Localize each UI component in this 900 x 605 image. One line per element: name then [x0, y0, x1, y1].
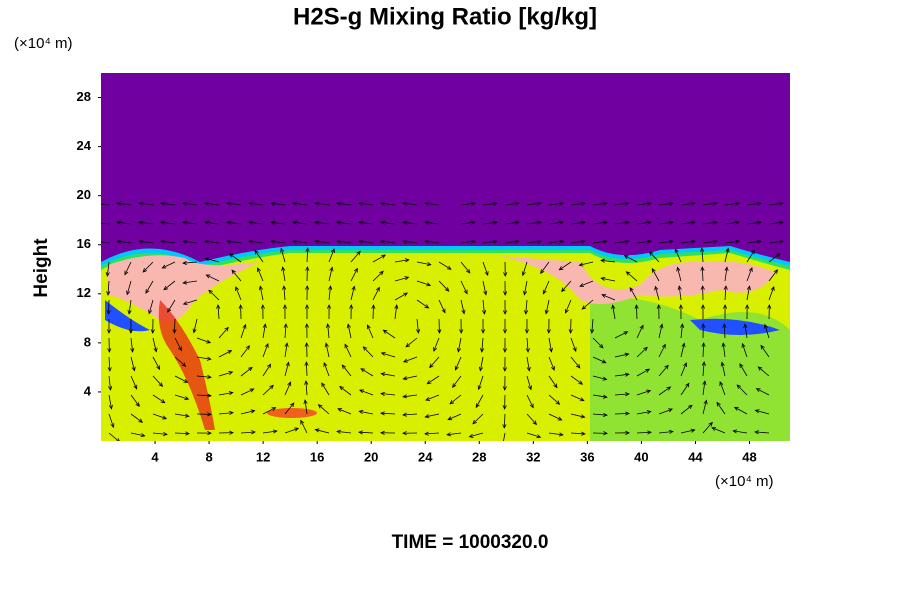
arrow-head	[501, 443, 504, 447]
y-axis-label: Height	[31, 238, 52, 298]
time-label: TIME = 1000320.0	[392, 532, 549, 553]
x-tick-label: 48	[742, 449, 756, 464]
y-tick-label: 8	[84, 334, 91, 349]
arrow-head	[95, 202, 99, 205]
y-unit: (×10⁴ m)	[14, 35, 73, 52]
y-tick-label: 24	[77, 138, 92, 153]
x-tick-label: 20	[364, 449, 378, 464]
arrow	[373, 305, 374, 319]
chart-title: H2S-g Mixing Ratio [kg/kg]	[293, 3, 597, 30]
x-tick-label: 8	[205, 449, 212, 464]
x-tick-label: 44	[688, 449, 703, 464]
field-green-zone	[590, 298, 790, 442]
x-tick-label: 24	[418, 449, 433, 464]
x-tick-label: 32	[526, 449, 540, 464]
x-tick-label: 12	[256, 449, 270, 464]
y-tick-label: 4	[84, 383, 92, 398]
x-tick-label: 36	[580, 449, 594, 464]
arrow-head	[95, 240, 99, 243]
arrow-head	[95, 221, 99, 224]
x-tick-label: 28	[472, 449, 486, 464]
field	[95, 73, 790, 447]
y-tick-label: 28	[77, 89, 91, 104]
x-tick-label: 40	[634, 449, 648, 464]
y-tick-label: 16	[77, 236, 91, 251]
x-tick-label: 4	[151, 449, 159, 464]
x-tick-label: 16	[310, 449, 324, 464]
x-unit: (×10⁴ m)	[715, 473, 774, 490]
arrow	[636, 305, 637, 319]
y-tick-label: 20	[77, 187, 91, 202]
y-tick-label: 12	[77, 285, 91, 300]
